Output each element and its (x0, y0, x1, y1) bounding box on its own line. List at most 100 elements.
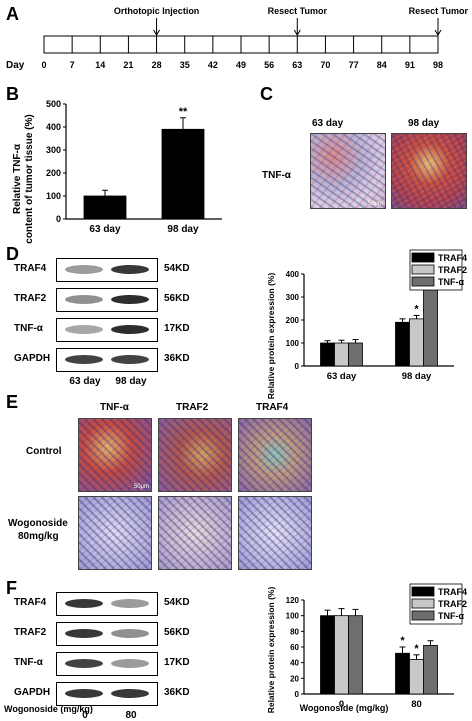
blot-row-label: TRAF4 (14, 263, 47, 274)
y-tick-label: 20 (290, 674, 299, 683)
panel-c-col2: 98 day (408, 118, 440, 129)
blot-row-label: TRAF4 (14, 597, 47, 608)
blot-kd-label: 36KD (164, 353, 190, 364)
y-tick-label: 80 (290, 627, 299, 636)
timeline-event-label: Orthotopic Injection (114, 6, 200, 16)
timeline-event-label: Resect Tumor (409, 6, 469, 16)
legend-swatch (411, 264, 435, 275)
ihc-texture (159, 419, 231, 491)
panel-e-row2-line1: Wogonoside (8, 518, 68, 529)
ihc-image-tile (78, 496, 152, 570)
timeline-event-label: Resect Tumor (268, 6, 328, 16)
timeline-tick-label: 98 (433, 60, 443, 70)
chart-f-xlabel: Wogonoside (mg/kg) (300, 703, 389, 713)
blot-kd-label: 56KD (164, 293, 190, 304)
ihc-texture (79, 497, 151, 569)
panel-label-b: B (6, 84, 19, 104)
bar (395, 321, 410, 367)
blot-band (65, 689, 103, 698)
blot-row-label: TNF-α (14, 323, 43, 334)
legend-swatch (411, 586, 435, 597)
blot-band (65, 629, 103, 638)
blot-band (111, 689, 149, 698)
timeline-tick-label: 63 (292, 60, 302, 70)
chart-f-ylabel: Relative protein expression (%) (266, 587, 276, 714)
ihc-image-98-day (391, 133, 467, 209)
panel-label-e: E (6, 392, 19, 412)
timeline-tick-label: 28 (152, 60, 162, 70)
blot-kd-label: 54KD (164, 597, 190, 608)
timeline-graphic: Day 0 7 14 21 28 35 42 49 56 63 70 77 84 91 98 Orthotopi… (6, 6, 469, 71)
blot-kd-label: 17KD (164, 657, 190, 668)
panel-e-row2-line2: 80mg/kg (18, 531, 59, 542)
timeline-arrowhead (153, 29, 160, 36)
blot-band (111, 659, 149, 668)
y-tick-label: 500 (46, 99, 61, 109)
ihc-texture (239, 419, 311, 491)
bar (423, 645, 438, 695)
panel-label-f: F (6, 578, 17, 598)
timeline-tick-label: 56 (264, 60, 274, 70)
bar (334, 615, 349, 695)
y-tick-label: 0 (56, 214, 61, 224)
chart-d: Relative protein expression (%) 0 100 200 3… (266, 249, 467, 400)
chart-d-ylabel: Relative protein expression (%) (266, 273, 276, 400)
y-tick-label: 400 (286, 270, 300, 279)
panel-e-col1: TNF-α (100, 402, 129, 413)
blot-lane-label: 63 day (69, 376, 101, 387)
chart-f: Relative protein expression (%) Wogonosi… (266, 583, 467, 714)
x-category-label: 63 day (327, 371, 357, 382)
chart-b-ylabel-line2: content of tumor tissue (%) (24, 114, 35, 243)
ihc-image-tile (238, 496, 312, 570)
blot-kd-label: 17KD (164, 323, 190, 334)
significance-mark: * (400, 635, 405, 647)
timeline-tick-label: 49 (236, 60, 246, 70)
significance-mark: ** (179, 106, 188, 118)
x-category-label: 98 day (402, 371, 432, 382)
x-category-label: 0 (339, 699, 344, 710)
blot-strip (56, 318, 158, 342)
ihc-image-tile (158, 496, 232, 570)
panel-f-xlabel: Wogonoside (mg/kg) (4, 704, 93, 714)
bar (423, 288, 438, 367)
blot-strip (56, 348, 158, 372)
y-tick-label: 40 (290, 659, 299, 668)
legend-label: TRAF2 (438, 599, 467, 609)
blot-row-label: TNF-α (14, 657, 43, 668)
legend-label: TRAF4 (438, 587, 467, 597)
blot-band (65, 599, 103, 608)
timeline-tick-label: 14 (95, 60, 105, 70)
y-tick-label: 100 (286, 612, 300, 621)
y-tick-label: 200 (46, 168, 61, 178)
blot-band (65, 659, 103, 668)
x-category-label: 98 day (167, 224, 199, 235)
timeline-tick-label: 21 (123, 60, 133, 70)
timeline-tick-label: 35 (180, 60, 190, 70)
y-tick-label: 100 (46, 191, 61, 201)
ihc-image-tile (238, 418, 312, 492)
panel-label-d: D (6, 244, 19, 264)
blot-strip (56, 622, 158, 646)
bar (83, 195, 127, 220)
legend-swatch (411, 610, 435, 621)
panel-label-a: A (6, 4, 19, 24)
y-tick-label: 100 (286, 339, 300, 348)
y-tick-label: 200 (286, 316, 300, 325)
y-tick-label: 60 (290, 643, 299, 652)
ihc-texture (239, 497, 311, 569)
chart-b: Relative TNF-α content of tumor tissue (… (12, 99, 222, 244)
timeline-tick-label: 91 (405, 60, 415, 70)
ihc-image-tile: 50μm (78, 418, 152, 492)
legend-swatch (411, 598, 435, 609)
blot-strip (56, 652, 158, 676)
ihc-texture (79, 419, 151, 491)
blot-band (111, 629, 149, 638)
ihc-texture (159, 497, 231, 569)
chart-b-ylabel-line1: Relative TNF-α (12, 143, 23, 214)
panel-e-row1: Control (26, 446, 62, 457)
legend-label: TNF-α (438, 277, 464, 287)
legend-label: TNF-α (438, 611, 464, 621)
timeline-tick-label: 70 (320, 60, 330, 70)
blot-row-label: GAPDH (14, 353, 51, 364)
panel-c-row: TNF-α (262, 170, 291, 181)
